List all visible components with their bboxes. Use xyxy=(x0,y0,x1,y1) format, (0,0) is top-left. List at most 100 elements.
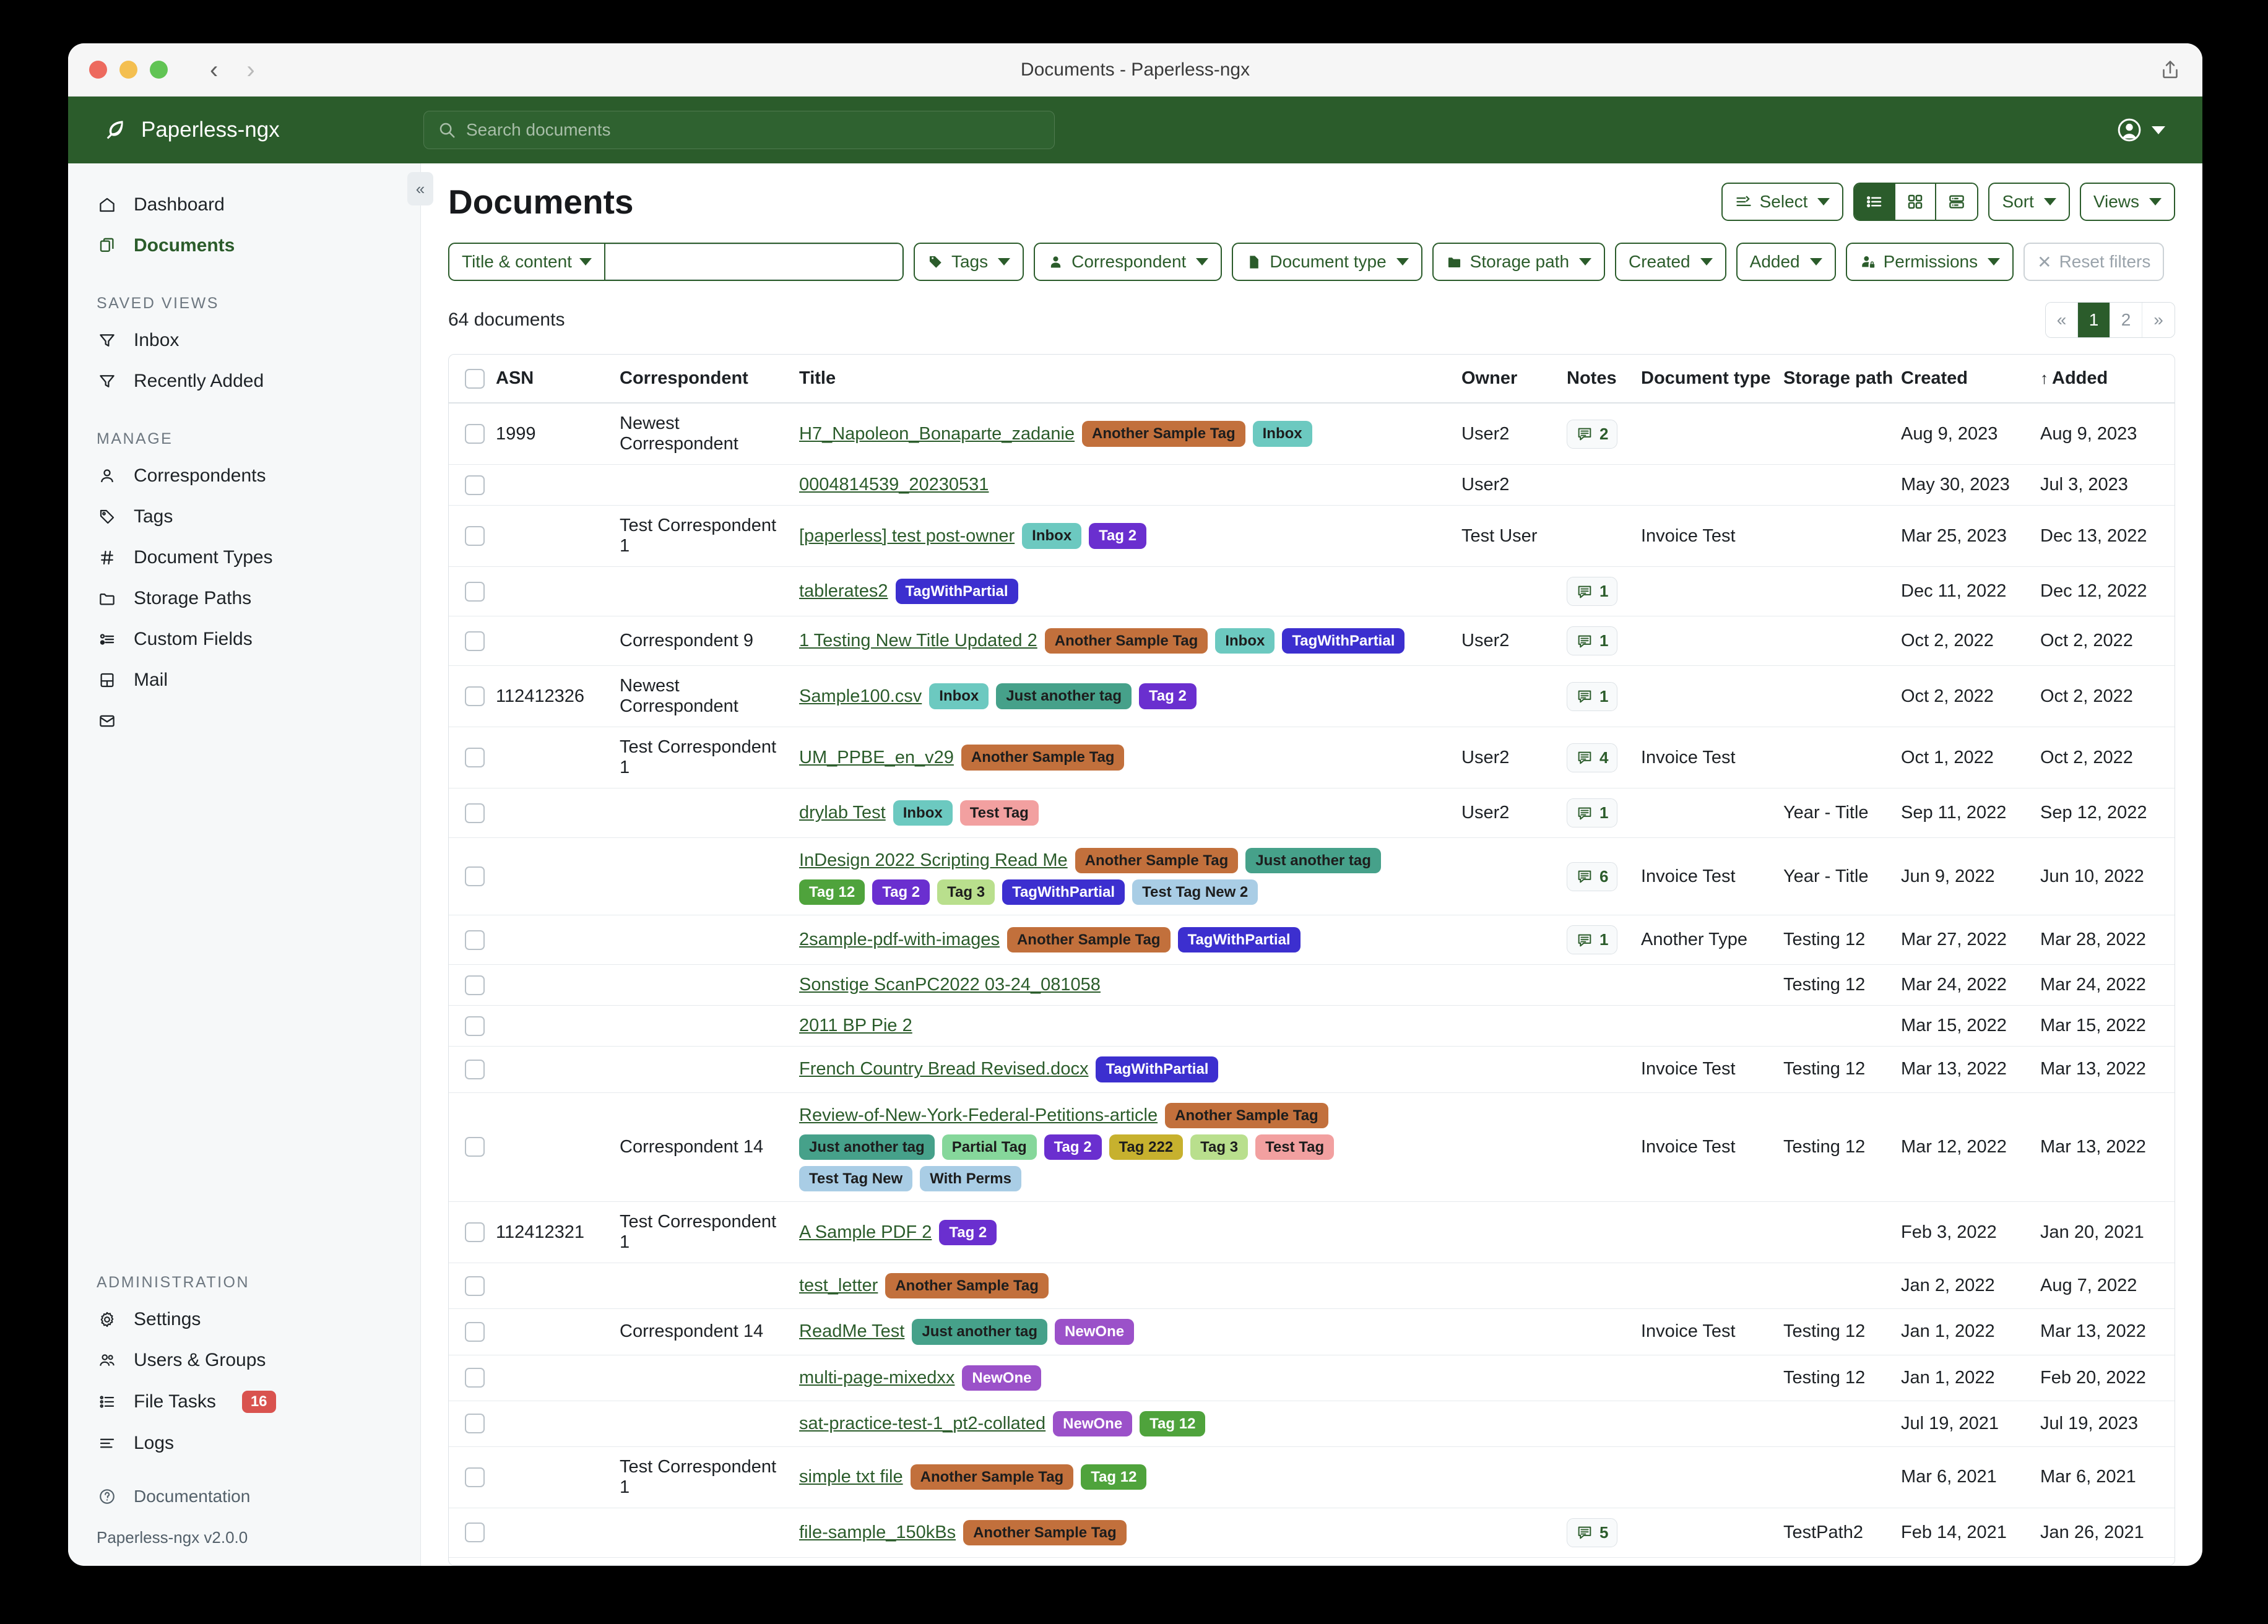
cell-correspondent[interactable]: Test Correspondent 1 xyxy=(615,1446,794,1508)
row-select-cell[interactable] xyxy=(449,1092,491,1203)
row-checkbox[interactable] xyxy=(465,930,485,950)
table-row[interactable]: tablerates2 TagWithPartial 1 Dec 11, 2022 De… xyxy=(449,566,2175,616)
row-checkbox[interactable] xyxy=(465,1137,485,1157)
view-mode-details[interactable] xyxy=(1936,184,1978,220)
row-select-cell[interactable] xyxy=(449,1308,491,1355)
cell-correspondent[interactable]: Newest Correspondent xyxy=(615,403,794,465)
sidebar-item-custom-fields[interactable]: Custom Fields xyxy=(68,619,420,660)
filter-document-type-button[interactable]: Document type xyxy=(1232,243,1422,281)
document-title-link[interactable]: French Country Bread Revised.docx xyxy=(799,1059,1089,1079)
back-arrow-icon[interactable]: ‹ xyxy=(210,56,219,84)
sidebar-item-storage-paths[interactable]: Storage Paths xyxy=(68,578,420,619)
row-select-cell[interactable] xyxy=(449,1401,491,1447)
view-mode-list[interactable] xyxy=(1855,184,1896,220)
document-tag[interactable]: Just another tag xyxy=(996,683,1132,709)
cell-correspondent[interactable] xyxy=(615,566,794,616)
document-tag[interactable]: Tag 2 xyxy=(1089,523,1147,549)
views-button[interactable]: Views xyxy=(2079,183,2175,221)
document-tag[interactable]: Test Tag New 2 xyxy=(1132,879,1258,905)
sort-button[interactable]: Sort xyxy=(1988,183,2070,221)
cell-correspondent[interactable] xyxy=(615,837,794,916)
row-select-cell[interactable] xyxy=(449,915,491,965)
row-checkbox[interactable] xyxy=(465,631,485,651)
cell-correspondent[interactable] xyxy=(615,1401,794,1447)
sidebar-item-users-and-groups[interactable]: Users & Groups xyxy=(68,1340,420,1381)
table-row[interactable]: 1999 Newest Correspondent H7_Napoleon_Bona… xyxy=(449,403,2175,465)
column-header-title[interactable]: Title xyxy=(794,355,1456,404)
cell-storage-path[interactable] xyxy=(1778,1401,1896,1447)
document-tag[interactable]: Inbox xyxy=(893,800,953,826)
cell-storage-path[interactable]: Testing 12 xyxy=(1778,1308,1896,1355)
document-title-link[interactable]: drylab Test xyxy=(799,803,886,823)
cell-correspondent[interactable] xyxy=(615,1046,794,1093)
cell-storage-path[interactable] xyxy=(1778,464,1896,506)
document-tag[interactable]: Partial Tag xyxy=(941,1134,1037,1160)
cell-correspondent[interactable]: Correspondent 14 xyxy=(615,1092,794,1203)
pagination-page-2[interactable]: 2 xyxy=(2110,303,2142,337)
cell-document-type[interactable] xyxy=(1636,1557,1778,1565)
brand[interactable]: Paperless-ngx xyxy=(89,118,423,142)
row-select-cell[interactable] xyxy=(449,505,491,567)
column-header-owner[interactable]: Owner xyxy=(1456,355,1562,404)
cell-correspondent[interactable] xyxy=(615,1005,794,1047)
sidebar-item-dashboard[interactable]: Dashboard xyxy=(68,184,420,225)
row-select-cell[interactable] xyxy=(449,1557,491,1565)
row-checkbox[interactable] xyxy=(465,475,485,495)
cell-document-type[interactable]: Invoice Test xyxy=(1636,1046,1778,1093)
document-tag[interactable]: Another Sample Tag xyxy=(961,745,1125,771)
cell-storage-path[interactable] xyxy=(1778,403,1896,465)
table-row[interactable]: Sonstige ScanPC2022 03-24_081058 Testing … xyxy=(449,964,2175,1006)
table-row[interactable]: French Country Bread Revised.docx TagWith… xyxy=(449,1046,2175,1093)
row-select-cell[interactable] xyxy=(449,1005,491,1047)
cell-correspondent[interactable] xyxy=(615,915,794,965)
cell-correspondent[interactable] xyxy=(615,1355,794,1401)
cell-storage-path[interactable] xyxy=(1778,1263,1896,1310)
filter-permissions-button[interactable]: Permissions xyxy=(1845,243,2014,281)
pagination-first[interactable]: « xyxy=(2046,303,2078,337)
cell-correspondent[interactable]: Test Correspondent 1 xyxy=(615,505,794,567)
document-tag[interactable]: Another Sample Tag xyxy=(1075,848,1239,874)
document-title-link[interactable]: InDesign 2022 Scripting Read Me xyxy=(799,850,1068,871)
notes-button[interactable]: 1 xyxy=(1567,681,1618,711)
document-tag[interactable]: Test Tag xyxy=(959,800,1039,826)
row-checkbox[interactable] xyxy=(465,975,485,995)
document-tag[interactable]: Inbox xyxy=(1022,523,1082,549)
row-checkbox[interactable] xyxy=(465,1222,485,1243)
cell-document-type[interactable] xyxy=(1636,1401,1778,1447)
notes-button[interactable]: 4 xyxy=(1567,743,1618,772)
document-tag[interactable]: Tag 2 xyxy=(1044,1134,1102,1160)
cell-correspondent[interactable] xyxy=(615,464,794,506)
document-tag[interactable]: Tag 2 xyxy=(939,1219,997,1245)
cell-storage-path[interactable]: Testing 12 xyxy=(1778,964,1896,1006)
cell-document-type[interactable]: Another Type xyxy=(1636,915,1778,965)
row-checkbox[interactable] xyxy=(465,1321,485,1342)
document-tag[interactable]: Tag 12 xyxy=(1140,1410,1206,1436)
row-select-cell[interactable] xyxy=(449,1046,491,1093)
document-title-link[interactable]: 2011 BP Pie 2 xyxy=(799,1016,912,1036)
cell-document-type[interactable]: Invoice Test xyxy=(1636,1308,1778,1355)
row-checkbox[interactable] xyxy=(465,1414,485,1434)
cell-document-type[interactable]: Invoice Test xyxy=(1636,727,1778,788)
row-select-cell[interactable] xyxy=(449,788,491,838)
title-content-input[interactable] xyxy=(605,244,902,279)
sidebar-item-document-types[interactable]: Document Types xyxy=(68,537,420,578)
cell-document-type[interactable] xyxy=(1636,964,1778,1006)
document-title-link[interactable]: 1 Testing New Title Updated 2 xyxy=(799,631,1037,650)
filter-correspondent-button[interactable]: Correspondent xyxy=(1034,243,1223,281)
document-title-link[interactable]: multi-page-mixedxx xyxy=(799,1367,955,1388)
document-tag[interactable]: Just another tag xyxy=(912,1319,1048,1345)
select-all-header[interactable] xyxy=(449,355,491,404)
filter-added-button[interactable]: Added xyxy=(1736,243,1836,281)
document-tag[interactable]: Tag 3 xyxy=(937,879,995,905)
cell-storage-path[interactable] xyxy=(1778,727,1896,788)
table-row[interactable]: sat-practice-test-1_pt2-collated NewOne Ta… xyxy=(449,1401,2175,1447)
cell-document-type[interactable] xyxy=(1636,403,1778,465)
view-mode-grid[interactable] xyxy=(1895,184,1937,220)
document-title-link[interactable]: tablerates2 xyxy=(799,581,888,601)
document-tag[interactable]: Another Sample Tag xyxy=(1165,1102,1328,1128)
document-tag[interactable]: Another Sample Tag xyxy=(1082,421,1245,447)
row-select-cell[interactable] xyxy=(449,1355,491,1401)
document-title-link[interactable]: UM_PPBE_en_v29 xyxy=(799,747,954,767)
